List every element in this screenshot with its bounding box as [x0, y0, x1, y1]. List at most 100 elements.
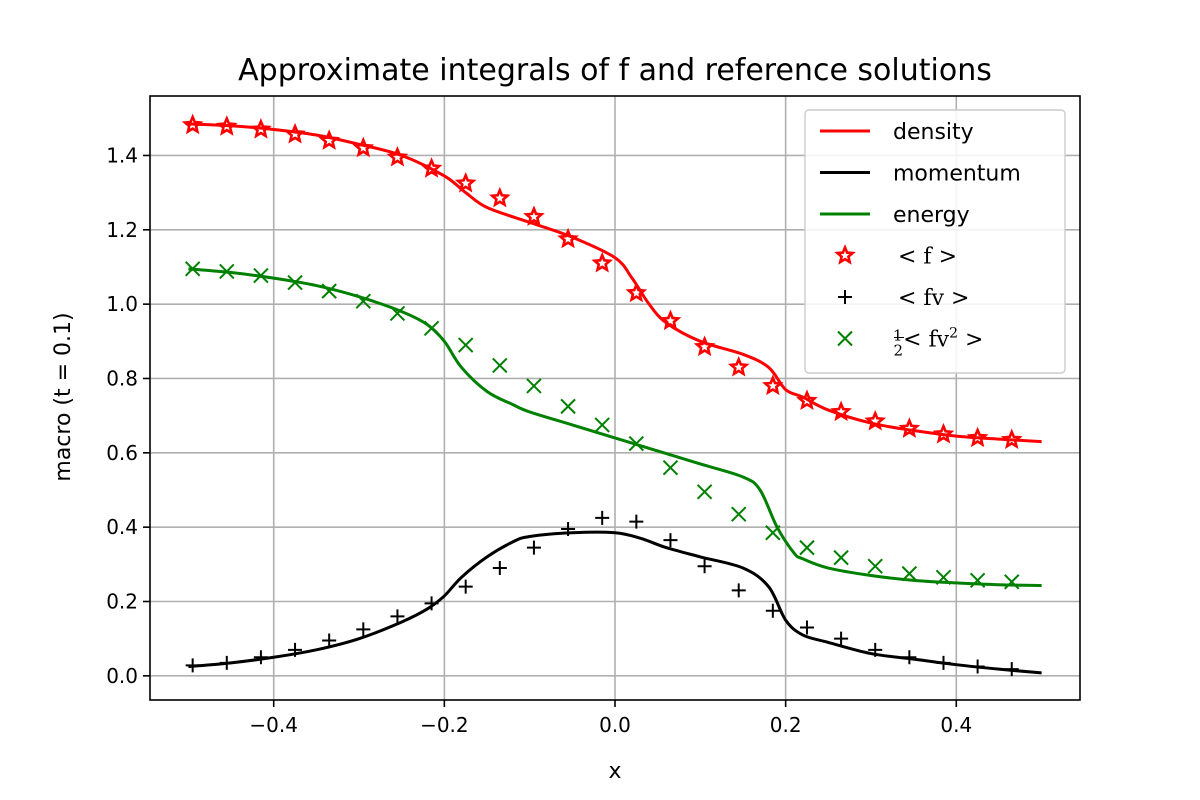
- legend-marker: [834, 244, 856, 265]
- y-axis-label: macro (t = 0.1): [51, 312, 76, 481]
- series-5: [184, 261, 1020, 590]
- y-tick-label: 0.4: [106, 515, 138, 539]
- data-point: [560, 398, 576, 415]
- y-tick-label: 0.8: [106, 366, 138, 390]
- chart-title: Approximate integrals of f and reference…: [238, 53, 992, 88]
- legend-fraction: 1: [893, 327, 903, 345]
- data-point: [390, 609, 405, 624]
- y-tick-label: 0.0: [106, 664, 138, 688]
- x-tick-label: 0.4: [940, 713, 972, 737]
- data-point: [762, 374, 784, 396]
- legend-frame: [804, 109, 1066, 374]
- y-tick-label: 1.4: [106, 143, 138, 167]
- data-point: [765, 525, 781, 541]
- data-point: [731, 506, 747, 522]
- legend-item: < fv >: [838, 286, 969, 311]
- data-point: [253, 267, 269, 284]
- x-tick-label: −0.2: [420, 713, 469, 737]
- data-point: [526, 540, 541, 555]
- legend-item: density: [820, 120, 974, 145]
- data-point: [663, 533, 678, 548]
- data-point: [696, 484, 713, 500]
- legend-label: momentum: [893, 162, 1021, 187]
- data-point: [966, 426, 989, 448]
- data-point: [492, 561, 507, 576]
- legend-item: 1 2< fv2 >: [837, 326, 983, 360]
- data-point: [625, 281, 648, 303]
- legend-label: < fv >: [898, 286, 969, 311]
- data-point: [288, 642, 303, 657]
- data-point: [420, 157, 443, 178]
- data-point: [629, 514, 644, 529]
- y-tick-label: 1.2: [106, 218, 138, 242]
- data-point: [595, 510, 610, 525]
- data-point: [356, 622, 371, 637]
- legend-label: energy: [893, 203, 970, 228]
- data-point: [250, 118, 272, 139]
- data-point: [352, 136, 375, 158]
- data-point: [970, 659, 985, 674]
- data-point: [526, 378, 542, 394]
- data-point: [901, 565, 918, 582]
- data-point: [693, 335, 716, 357]
- data-point: [833, 549, 849, 566]
- series-1: [188, 530, 1042, 675]
- data-point: [321, 283, 337, 299]
- data-point: [458, 579, 473, 594]
- data-point: [219, 655, 234, 670]
- data-point: [488, 186, 511, 208]
- x-tick-label: 0.0: [599, 713, 631, 737]
- data-point: [796, 389, 818, 410]
- data-point: [287, 274, 303, 291]
- x-axis-label: x: [608, 759, 621, 784]
- series-3: [181, 113, 1023, 450]
- data-point: [1004, 662, 1019, 677]
- data-point: [765, 603, 780, 618]
- legend-math: < fv: [903, 328, 950, 353]
- x-tick-label: −0.4: [249, 713, 298, 737]
- legend-item: energy: [820, 203, 970, 228]
- legend-fraction-denominator: 2: [894, 342, 904, 360]
- x-tick-label: 0.2: [770, 713, 802, 737]
- data-point: [253, 650, 268, 665]
- series-line: [188, 530, 1042, 675]
- data-point: [936, 655, 951, 670]
- data-point: [557, 227, 579, 249]
- data-point: [591, 251, 614, 273]
- legend-label: density: [893, 120, 974, 145]
- data-point: [561, 522, 576, 537]
- legend-marker: [837, 330, 853, 347]
- data-point: [355, 293, 372, 309]
- data-point: [799, 620, 814, 635]
- data-point: [457, 337, 474, 353]
- legend-label: < f >: [898, 245, 957, 270]
- data-point: [181, 113, 204, 135]
- legend-item: < f >: [834, 244, 957, 270]
- data-point: [868, 642, 883, 657]
- axes-frame: [149, 95, 1081, 701]
- data-point: [184, 261, 201, 277]
- data-point: [628, 435, 645, 452]
- legend-marker: [838, 290, 852, 304]
- data-point: [284, 122, 306, 144]
- data-point: [935, 569, 952, 586]
- data-point: [386, 145, 409, 167]
- series-2: [188, 267, 1042, 588]
- data-point: [864, 409, 887, 431]
- data-point: [799, 539, 815, 556]
- data-point: [969, 572, 986, 589]
- data-point: [830, 400, 852, 422]
- data-point: [867, 558, 883, 574]
- data-point: [659, 309, 682, 331]
- data-point: [1000, 428, 1023, 450]
- data-point: [697, 559, 712, 574]
- data-point: [1004, 574, 1020, 590]
- data-point: [424, 596, 439, 611]
- data-point: [454, 171, 477, 193]
- data-point: [423, 320, 440, 337]
- legend-math-end: >: [958, 328, 983, 353]
- data-point: [932, 422, 955, 444]
- y-tick-label: 0.6: [106, 441, 138, 465]
